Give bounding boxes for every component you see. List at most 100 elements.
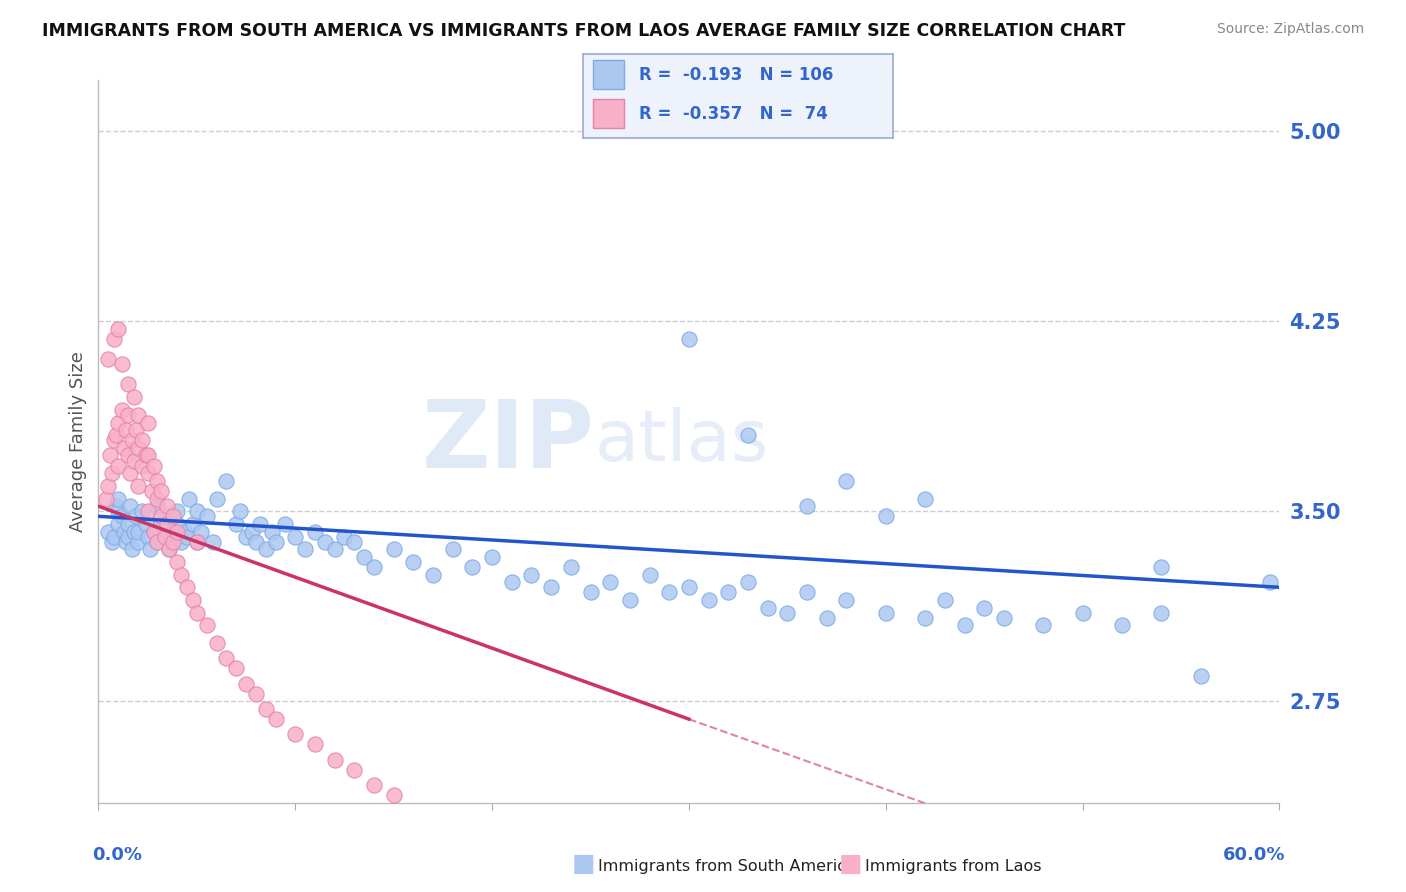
Point [150,516,173,531]
Text: R =  -0.357   N =  74: R = -0.357 N = 74 [640,104,828,123]
Point [118,499,141,513]
Point [111,402,134,417]
Point [136,504,159,518]
Point [835,474,858,488]
Point [146,491,169,506]
Point [520,567,543,582]
Point [225,661,247,675]
Point [107,504,129,518]
Point [97,479,120,493]
Point [166,524,188,539]
Point [181,516,204,531]
Point [127,524,149,539]
Point [249,516,271,531]
Point [914,491,936,506]
Point [146,499,169,513]
Point [166,555,188,569]
Point [481,549,503,564]
Point [174,524,197,539]
Point [101,467,124,481]
Point [111,509,134,524]
Point [118,467,141,481]
Point [294,542,316,557]
Point [136,449,159,463]
Text: IMMIGRANTS FROM SOUTH AMERICA VS IMMIGRANTS FROM LAOS AVERAGE FAMILY SIZE CORREL: IMMIGRANTS FROM SOUTH AMERICA VS IMMIGRA… [42,22,1126,40]
Point [122,524,145,539]
Point [107,416,129,430]
Point [103,332,125,346]
Text: Immigrants from Laos: Immigrants from Laos [865,859,1042,874]
Point [121,434,143,448]
Point [105,499,128,513]
Point [1150,560,1173,574]
Point [105,428,128,442]
Point [117,377,139,392]
Point [240,524,263,539]
Point [155,530,177,544]
Point [215,651,238,665]
Point [953,618,976,632]
Text: ■: ■ [572,852,595,876]
Point [225,516,247,531]
Point [162,534,184,549]
Point [201,534,224,549]
Point [142,524,165,539]
Point [142,524,165,539]
Point [170,567,193,582]
Point [150,509,173,524]
Point [1189,669,1212,683]
Point [142,458,165,473]
Point [112,524,135,539]
Point [131,458,153,473]
Point [97,352,120,367]
Point [875,509,897,524]
Text: 0.0%: 0.0% [93,847,142,864]
Point [796,499,818,513]
Point [162,524,184,539]
Point [190,524,212,539]
Point [382,542,405,557]
Point [934,593,956,607]
Point [245,534,267,549]
Point [127,441,149,455]
Point [638,884,661,892]
Point [599,575,621,590]
Point [170,534,193,549]
Point [131,504,153,518]
Point [402,555,425,569]
Point [520,847,543,861]
Point [737,428,759,442]
Point [195,618,218,632]
Point [560,560,582,574]
Point [304,738,326,752]
Text: ■: ■ [839,852,862,876]
Point [382,788,405,802]
Point [146,534,169,549]
Point [117,449,139,463]
Point [177,491,200,506]
Point [157,542,180,557]
Point [97,524,120,539]
Point [96,491,118,506]
Point [141,483,163,498]
Point [155,530,177,544]
Point [1111,618,1133,632]
Point [756,600,779,615]
Point [156,509,179,524]
Point [1071,606,1094,620]
Point [254,542,277,557]
Point [156,499,179,513]
Bar [593,61,624,89]
Text: R =  -0.193   N = 106: R = -0.193 N = 106 [640,66,834,84]
Point [422,567,444,582]
Point [156,516,179,531]
Point [205,636,228,650]
Point [107,491,129,506]
Point [125,509,148,524]
Point [235,676,257,690]
Point [875,606,897,620]
Point [353,549,375,564]
Point [1258,575,1281,590]
Point [540,580,562,594]
Point [835,593,858,607]
